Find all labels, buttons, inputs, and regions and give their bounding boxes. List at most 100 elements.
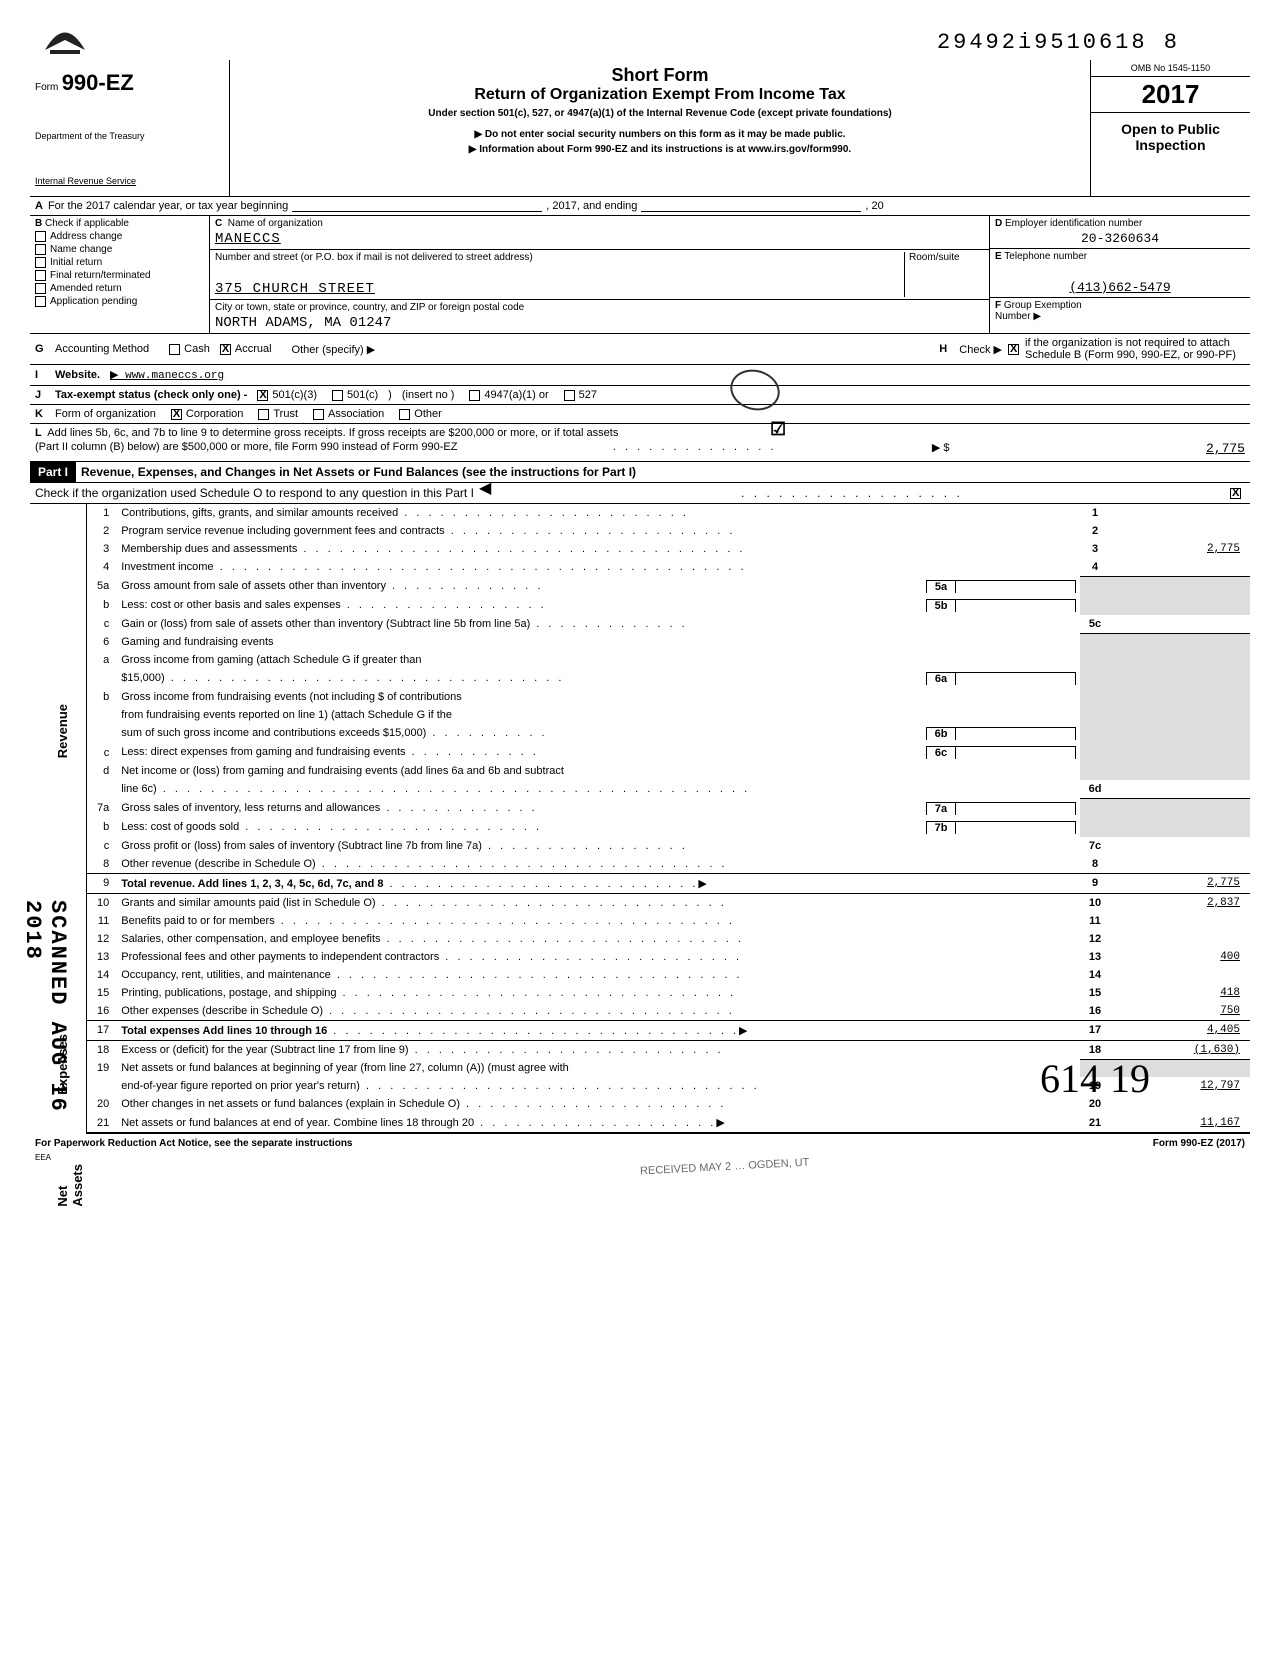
grp-label-2: Number ▶ <box>995 311 1245 322</box>
form-instr-1: ▶ Do not enter social security numbers o… <box>240 129 1080 140</box>
form-subtitle: Under section 501(c), 527, or 4947(a)(1)… <box>240 108 1080 119</box>
checkbox-application-pending[interactable] <box>35 296 46 307</box>
row-k-text: Form of organization <box>55 408 156 420</box>
line-7a-val[interactable] <box>956 802 1076 815</box>
line-6b-val[interactable] <box>956 727 1076 740</box>
label-trust: Trust <box>273 408 298 420</box>
row-a-text1: For the 2017 calendar year, or tax year … <box>48 200 288 212</box>
line-5b-val[interactable] <box>956 599 1076 612</box>
form-instr-2: ▶ Information about Form 990-EZ and its … <box>240 144 1080 155</box>
col-c-city-label: City or town, state or province, country… <box>215 302 524 313</box>
row-i-label: I <box>35 369 49 381</box>
col-d-label: D <box>995 218 1002 229</box>
org-address: 375 CHURCH STREET <box>215 281 904 297</box>
form-page: 29492i9510618 8 ☑ ◀ Form 990-EZ Departme… <box>0 0 1280 1172</box>
row-g-text: Accounting Method <box>55 343 149 355</box>
checkbox-other[interactable] <box>399 409 410 420</box>
row-a-text3: , 20 <box>865 200 883 212</box>
row-a-blank2[interactable] <box>641 200 861 212</box>
footer-row: For Paperwork Reduction Act Notice, see … <box>30 1134 1250 1153</box>
col-c-name-label: Name of organization <box>228 218 323 229</box>
label-association: Association <box>328 408 384 420</box>
label-501c: 501(c) <box>347 389 378 401</box>
label-other-specify: Other (specify) ▶ <box>292 343 376 356</box>
checkbox-accrual[interactable] <box>220 344 231 355</box>
label-accrual: Accrual <box>235 343 272 355</box>
checkbox-trust[interactable] <box>258 409 269 420</box>
checkbox-4947[interactable] <box>469 390 480 401</box>
label-other: Other <box>414 408 442 420</box>
checkbox-final-return[interactable] <box>35 270 46 281</box>
document-id-number: 29492i9510618 8 <box>937 30 1180 55</box>
col-c-label: C <box>215 218 222 229</box>
row-h-label: H <box>939 343 953 355</box>
row-a-label: A <box>35 200 43 212</box>
col-c-addr-label: Number and street (or P.O. box if mail i… <box>215 252 533 263</box>
tax-year: 2017 <box>1091 77 1250 113</box>
line-13: 13Professional fees and other payments t… <box>87 948 1250 966</box>
form-title-1: Short Form <box>240 65 1080 86</box>
line-5a: 5aGross amount from sale of assets other… <box>87 577 1250 596</box>
label-insertno: (insert no ) <box>402 389 455 401</box>
tel-label-prefix: E <box>995 251 1002 262</box>
label-name-change: Name change <box>50 244 112 255</box>
form-header-right: OMB No 1545-1150 2017 Open to Public Ins… <box>1090 60 1250 196</box>
checkbox-corporation[interactable] <box>171 409 182 420</box>
line-21: 21Net assets or fund balances at end of … <box>87 1113 1250 1133</box>
line-6a-val[interactable] <box>956 672 1076 685</box>
checkbox-address-change[interactable] <box>35 231 46 242</box>
line-6b-3: sum of such gross income and contributio… <box>87 724 1250 743</box>
checkbox-initial-return[interactable] <box>35 257 46 268</box>
line-5a-val[interactable] <box>956 580 1076 593</box>
checkbox-527[interactable] <box>564 390 575 401</box>
dept-treasury: Department of the Treasury <box>35 131 224 141</box>
checkbox-501c3[interactable] <box>257 390 268 401</box>
checkbox-cash[interactable] <box>169 344 180 355</box>
checkbox-501c[interactable] <box>332 390 343 401</box>
line-3: 3Membership dues and assessments . . . .… <box>87 540 1250 558</box>
footer-eea: EEA <box>30 1153 1250 1162</box>
part1-check-text: Check if the organization used Schedule … <box>35 486 474 500</box>
checkbox-association[interactable] <box>313 409 324 420</box>
line-7c: cGross profit or (loss) from sales of in… <box>87 837 1250 855</box>
line-5b: bLess: cost or other basis and sales exp… <box>87 596 1250 615</box>
line-8: 8Other revenue (describe in Schedule O) … <box>87 855 1250 874</box>
line-6c: cLess: direct expenses from gaming and f… <box>87 743 1250 762</box>
form-title-2: Return of Organization Exempt From Incom… <box>240 86 1080 104</box>
row-l: L Add lines 5b, 6c, and 7b to line 9 to … <box>30 424 1250 462</box>
part1-dots: . . . . . . . . . . . . . . . . . . <box>741 486 963 500</box>
ein-value: 20-3260634 <box>995 231 1245 246</box>
line-15: 15Printing, publications, postage, and s… <box>87 984 1250 1002</box>
label-address-change: Address change <box>50 231 122 242</box>
org-name: MANECCS <box>215 231 984 247</box>
checkbox-name-change[interactable] <box>35 244 46 255</box>
row-h-text: Check ▶ <box>959 343 1002 356</box>
label-application-pending: Application pending <box>50 296 137 307</box>
form-number: 990-EZ <box>62 70 134 95</box>
line-7b-val[interactable] <box>956 821 1076 834</box>
part1-header-row: Part I Revenue, Expenses, and Changes in… <box>30 462 1250 483</box>
line-6b-1: bGross income from fundraising events (n… <box>87 688 1250 706</box>
row-j: J Tax-exempt status (check only one) - 5… <box>30 386 1250 405</box>
line-6c-val[interactable] <box>956 746 1076 759</box>
handwritten-arrow-j: ◀ <box>479 478 491 498</box>
line-7b: bLess: cost of goods sold . . . . . . . … <box>87 818 1250 837</box>
row-a-blank1[interactable] <box>292 200 542 212</box>
label-initial-return: Initial return <box>50 257 102 268</box>
line-14: 14Occupancy, rent, utilities, and mainte… <box>87 966 1250 984</box>
label-527: 527 <box>579 389 597 401</box>
col-c: C Name of organization MANECCS Number an… <box>210 216 990 333</box>
form-header-left: Form 990-EZ Department of the Treasury I… <box>30 60 230 196</box>
row-k-label: K <box>35 408 49 420</box>
dept-irs: Internal Revenue Service <box>35 176 224 186</box>
line-7a: 7aGross sales of inventory, less returns… <box>87 799 1250 818</box>
omb-number: OMB No 1545-1150 <box>1091 60 1250 77</box>
line-6d-1: dNet income or (loss) from gaming and fu… <box>87 762 1250 780</box>
tel-value: (413)662-5479 <box>995 280 1245 295</box>
row-l-label: L <box>35 427 42 439</box>
checkbox-amended-return[interactable] <box>35 283 46 294</box>
checkbox-schedule-b[interactable] <box>1008 344 1019 355</box>
line-4: 4Investment income . . . . . . . . . . .… <box>87 558 1250 577</box>
checkbox-schedule-o[interactable] <box>1230 488 1241 499</box>
open-public-label: Open to Public Inspection <box>1091 113 1250 161</box>
